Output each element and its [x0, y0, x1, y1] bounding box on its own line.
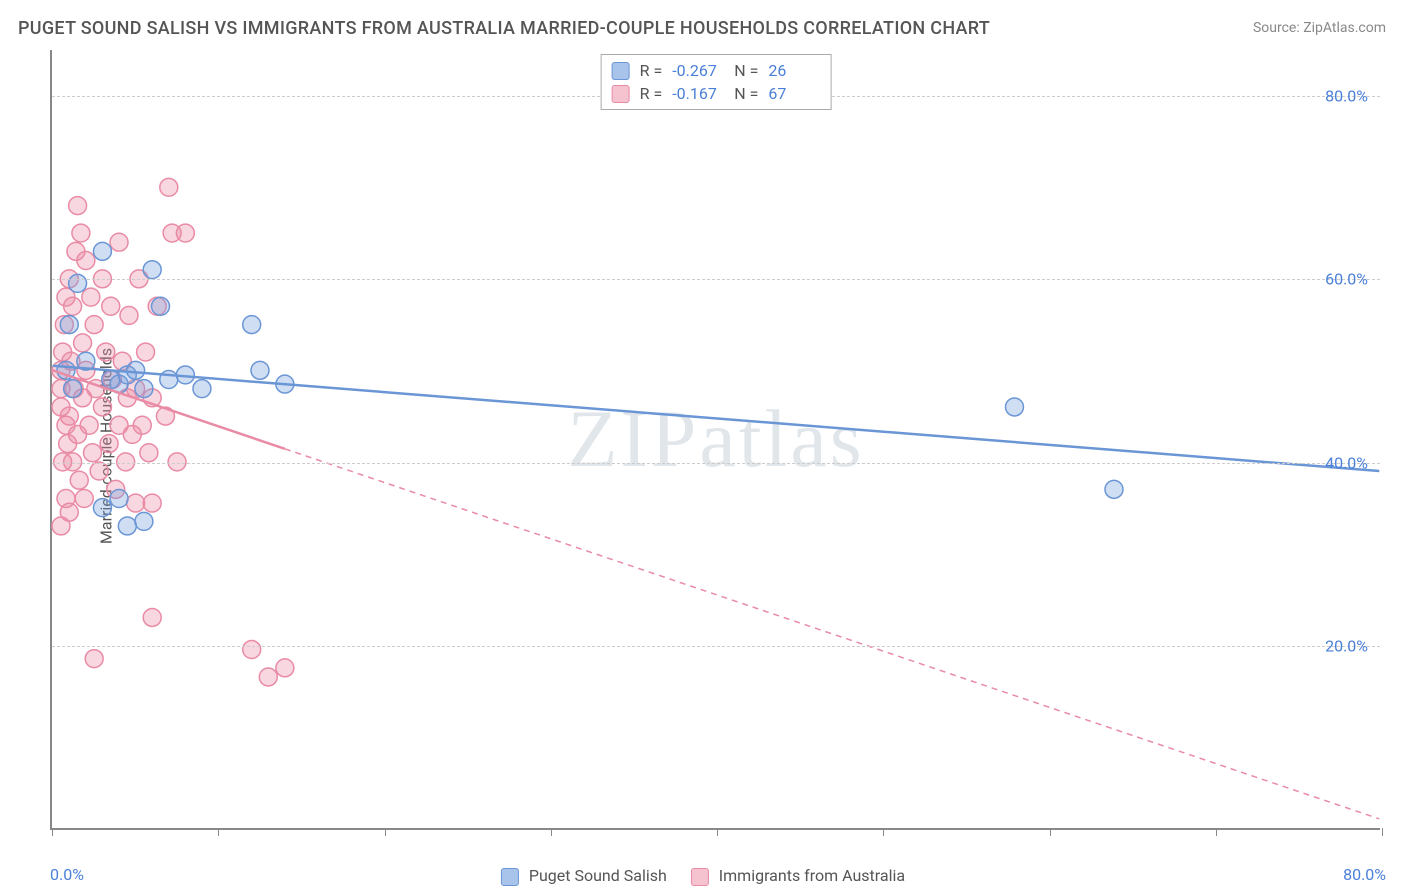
data-point-blue	[60, 316, 78, 334]
data-point-pink	[72, 224, 90, 242]
data-point-pink	[120, 306, 138, 324]
data-point-pink	[168, 453, 186, 471]
data-point-pink	[243, 641, 261, 659]
gridline-h	[52, 463, 1380, 464]
n-label: N =	[734, 84, 758, 103]
data-point-pink	[137, 343, 155, 361]
data-point-pink	[100, 435, 118, 453]
n-value-blue: 26	[768, 61, 820, 80]
gridline-h	[52, 279, 1380, 280]
r-value-pink: -0.167	[672, 84, 724, 103]
data-point-blue	[1105, 480, 1123, 498]
data-point-pink	[140, 444, 158, 462]
data-point-pink	[74, 334, 92, 352]
data-point-pink	[82, 288, 100, 306]
data-point-pink	[259, 668, 277, 686]
x-tick	[1382, 828, 1383, 836]
gridline-h	[52, 646, 1380, 647]
data-point-blue	[127, 361, 145, 379]
swatch-blue-icon	[501, 868, 519, 886]
x-tick	[52, 828, 53, 836]
data-point-pink	[60, 407, 78, 425]
scatter-svg	[52, 50, 1380, 828]
data-point-pink	[276, 659, 294, 677]
data-point-blue	[93, 242, 111, 260]
data-point-blue	[64, 380, 82, 398]
data-point-blue	[143, 261, 161, 279]
x-tick	[218, 828, 219, 836]
source-attribution: Source: ZipAtlas.com	[1253, 20, 1386, 36]
n-label: N =	[734, 61, 758, 80]
data-point-pink	[77, 252, 95, 270]
data-point-blue	[193, 380, 211, 398]
r-value-blue: -0.267	[672, 61, 724, 80]
data-point-pink	[85, 650, 103, 668]
data-point-pink	[160, 178, 178, 196]
r-label: R =	[640, 84, 663, 103]
data-point-pink	[110, 233, 128, 251]
stats-row-blue: R = -0.267 N = 26	[612, 59, 821, 82]
plot-area: R = -0.267 N = 26 R = -0.167 N = 67 ZIPa…	[50, 50, 1380, 830]
data-point-pink	[84, 444, 102, 462]
legend-label-pink: Immigrants from Australia	[719, 866, 905, 885]
legend-bottom: Puget Sound Salish Immigrants from Austr…	[501, 866, 905, 886]
x-tick-80: 80.0%	[1343, 865, 1386, 884]
x-tick	[883, 828, 884, 836]
data-point-blue	[118, 517, 136, 535]
data-point-pink	[54, 453, 72, 471]
y-tick-label: 20.0%	[1325, 637, 1368, 656]
y-tick-label: 60.0%	[1325, 270, 1368, 289]
trend-line-blue	[53, 366, 1380, 471]
legend-label-blue: Puget Sound Salish	[529, 866, 667, 885]
data-point-pink	[176, 224, 194, 242]
y-tick-label: 80.0%	[1325, 86, 1368, 105]
data-point-blue	[160, 371, 178, 389]
swatch-pink-icon	[612, 85, 630, 103]
data-point-pink	[85, 316, 103, 334]
x-tick	[551, 828, 552, 836]
stats-row-pink: R = -0.167 N = 67	[612, 82, 821, 105]
data-point-pink	[69, 197, 87, 215]
data-point-blue	[69, 274, 87, 292]
data-point-blue	[93, 499, 111, 517]
data-point-pink	[97, 343, 115, 361]
stats-legend-box: R = -0.267 N = 26 R = -0.167 N = 67	[601, 54, 832, 110]
x-tick	[1050, 828, 1051, 836]
data-point-pink	[143, 494, 161, 512]
y-tick-label: 40.0%	[1325, 453, 1368, 472]
data-point-pink	[75, 490, 93, 508]
swatch-pink-icon	[691, 868, 709, 886]
data-point-blue	[135, 380, 153, 398]
legend-item-blue: Puget Sound Salish	[501, 866, 667, 886]
data-point-pink	[143, 609, 161, 627]
n-value-pink: 67	[768, 84, 820, 103]
x-tick	[385, 828, 386, 836]
trend-line-dashed-pink	[285, 449, 1379, 819]
x-tick	[717, 828, 718, 836]
data-point-pink	[57, 490, 75, 508]
data-point-pink	[102, 297, 120, 315]
data-point-blue	[135, 512, 153, 530]
data-point-pink	[90, 462, 108, 480]
data-point-pink	[64, 297, 82, 315]
data-point-blue	[152, 297, 170, 315]
data-point-pink	[133, 416, 151, 434]
data-point-pink	[93, 398, 111, 416]
chart-title: PUGET SOUND SALISH VS IMMIGRANTS FROM AU…	[18, 18, 990, 39]
data-point-blue	[110, 490, 128, 508]
x-tick	[1216, 828, 1217, 836]
legend-item-pink: Immigrants from Australia	[691, 866, 905, 886]
data-point-blue	[1006, 398, 1024, 416]
data-point-pink	[127, 494, 145, 512]
r-label: R =	[640, 61, 663, 80]
data-point-pink	[70, 471, 88, 489]
data-point-pink	[117, 453, 135, 471]
data-point-blue	[243, 316, 261, 334]
swatch-blue-icon	[612, 62, 630, 80]
data-point-pink	[80, 416, 98, 434]
x-tick-0: 0.0%	[50, 865, 84, 884]
data-point-blue	[251, 361, 269, 379]
